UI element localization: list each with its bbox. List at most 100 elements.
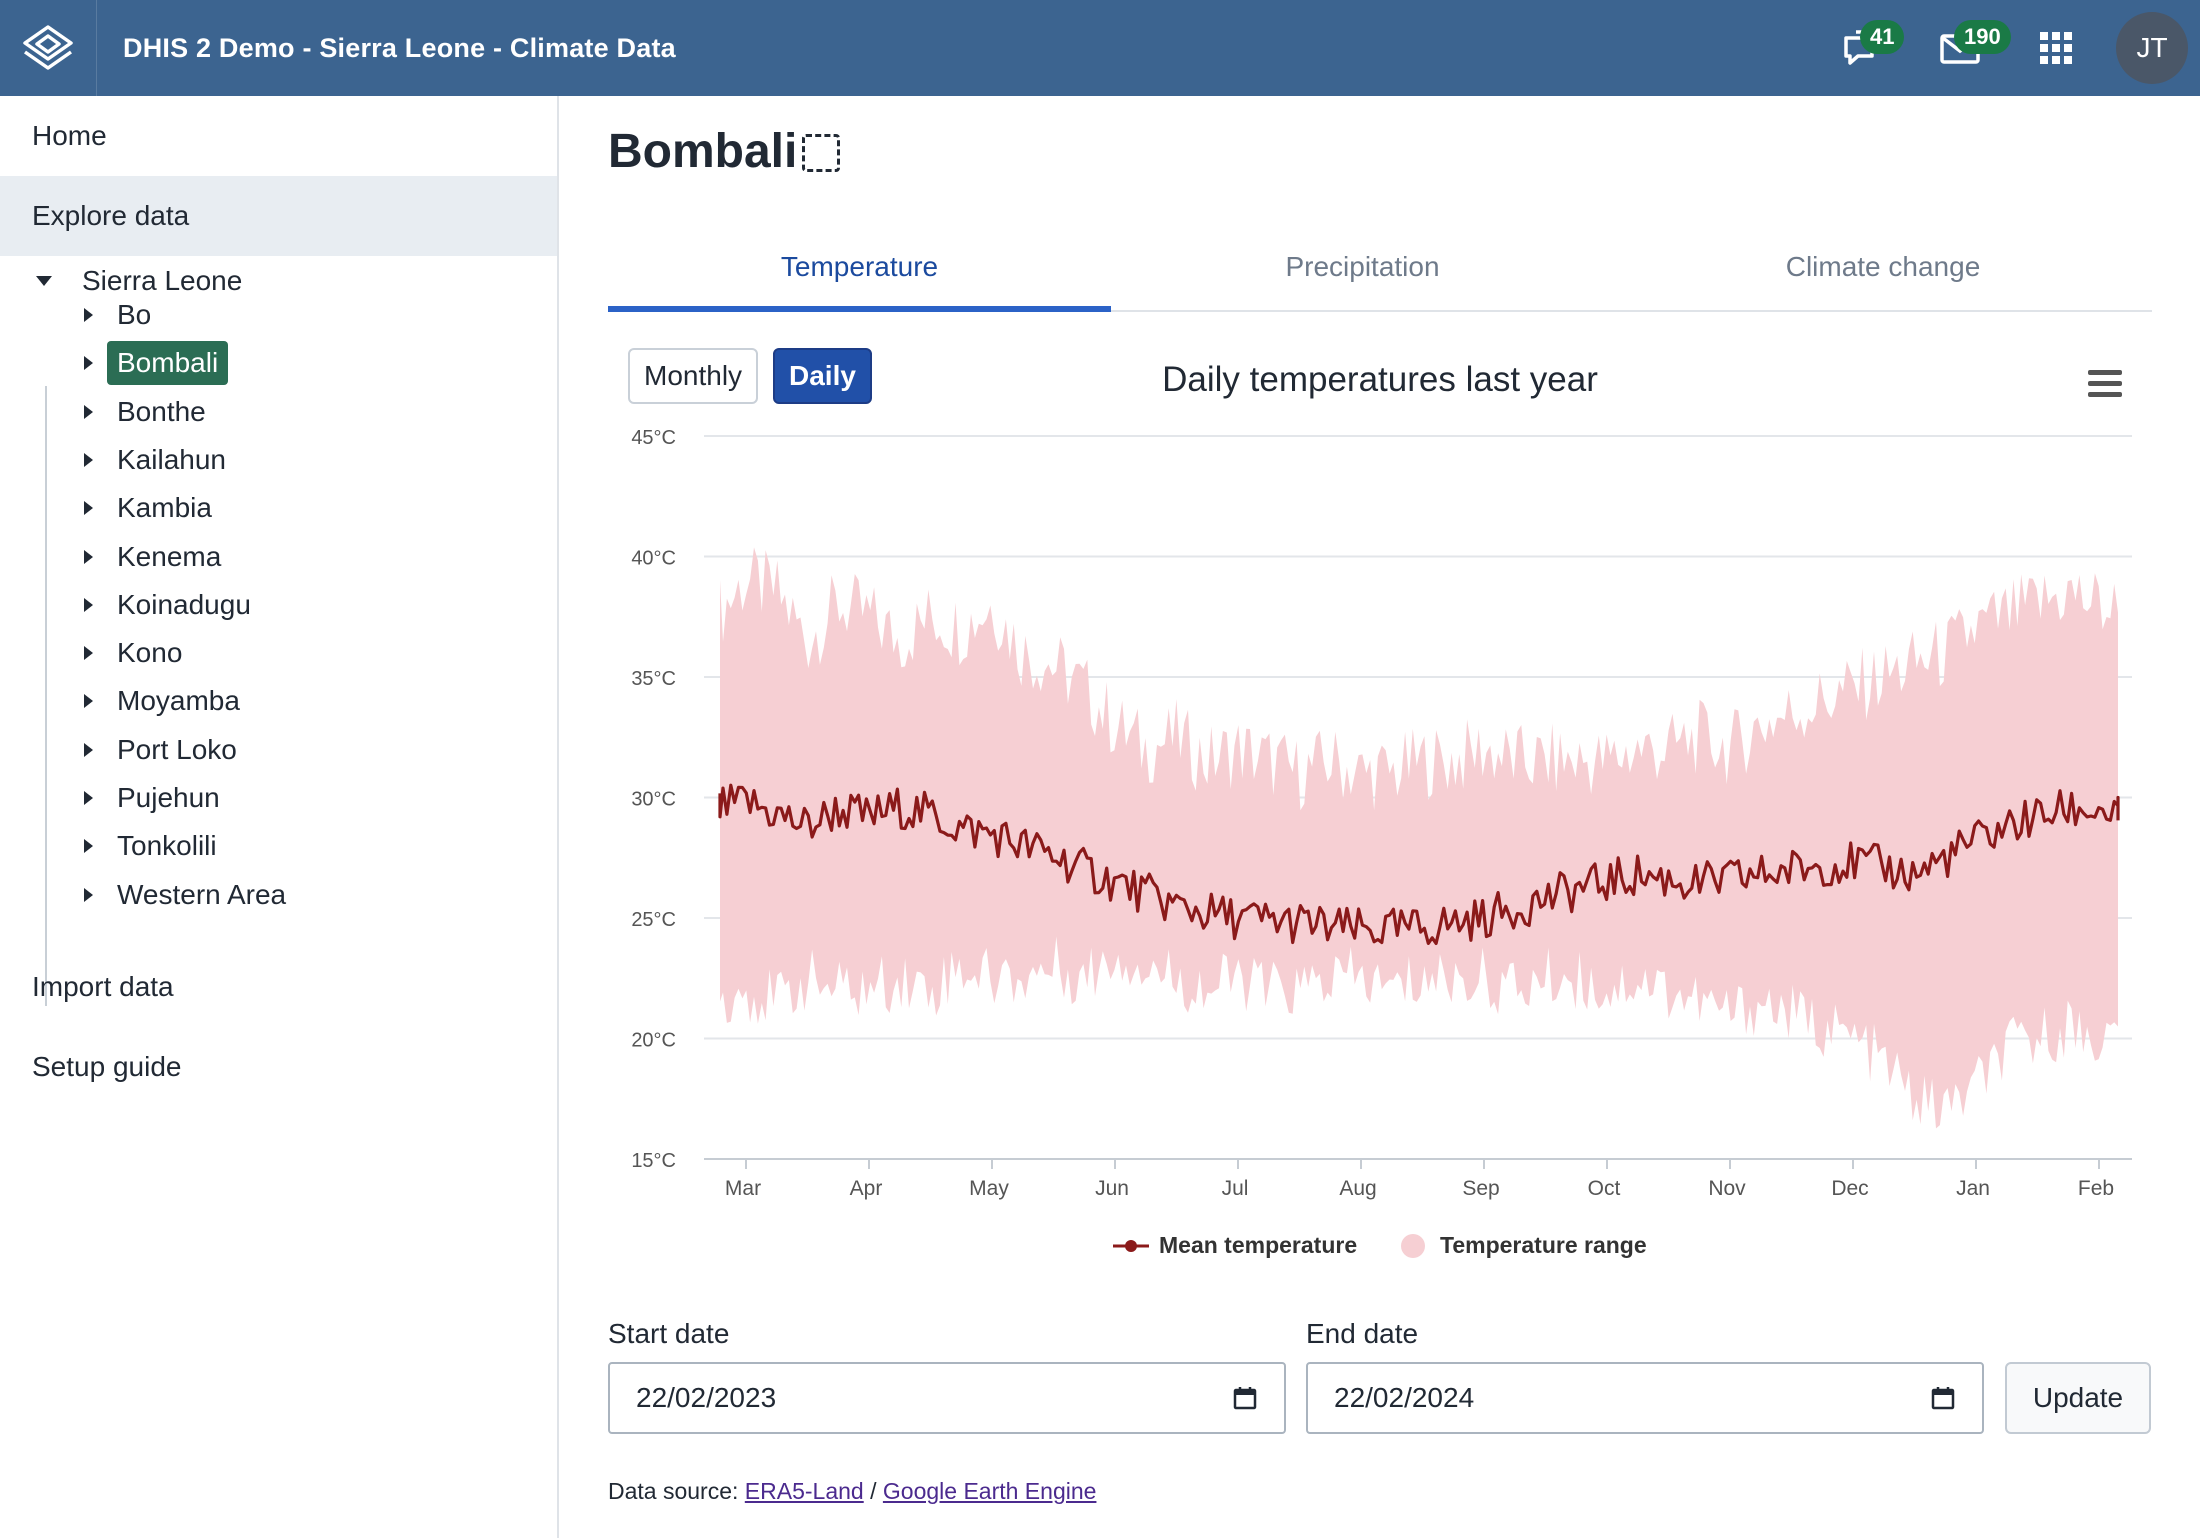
start-date-value: 22/02/2023 — [636, 1382, 777, 1413]
end-date-value: 22/02/2024 — [1334, 1382, 1475, 1413]
tree-node-label: Bonthe — [117, 395, 206, 427]
caret-right-icon[interactable] — [84, 308, 93, 322]
tree-node-label: Sierra Leone — [82, 265, 243, 296]
update-button[interactable]: Update — [2005, 1362, 2151, 1434]
tab-bar: Temperature Precipitation Climate change — [608, 232, 2152, 312]
x-tick-label: Jul — [1222, 1177, 1249, 1200]
y-tick-label: 45°C — [631, 427, 676, 449]
apps-menu-button[interactable] — [2032, 24, 2080, 72]
mean-temperature-line — [718, 783, 2120, 945]
tree-node-kambia[interactable]: Kambia — [84, 486, 222, 530]
calendar-icon[interactable] — [1930, 1385, 1956, 1411]
caret-right-icon[interactable] — [84, 356, 93, 371]
tree-node-kenema[interactable]: Kenema — [84, 535, 231, 579]
messages-count-badge: 190 — [1954, 20, 2011, 54]
caret-right-icon[interactable] — [84, 646, 93, 661]
nav-setup-guide[interactable]: Setup guide — [32, 1051, 182, 1082]
legend-temperature-range[interactable]: Temperature range — [1400, 1232, 1647, 1259]
tree-node-label: Kambia — [117, 492, 212, 524]
caret-right-icon[interactable] — [84, 791, 93, 805]
tree-node-label: Pujehun — [117, 782, 220, 813]
tree-node-bombali[interactable]: Bombali — [84, 341, 229, 386]
caret-right-icon[interactable] — [84, 501, 93, 516]
messages-button[interactable]: 190 — [1936, 20, 2011, 72]
tab-temperature[interactable]: Temperature — [608, 232, 1111, 312]
end-date-label: End date — [1306, 1318, 1419, 1349]
caret-right-icon[interactable] — [84, 742, 93, 757]
caret-right-icon[interactable] — [84, 404, 93, 419]
x-tick-label: Jan — [1956, 1177, 1990, 1200]
caret-right-icon[interactable] — [84, 839, 93, 854]
tree-node-label: Bo — [117, 299, 152, 330]
y-tick-label: 35°C — [631, 668, 676, 690]
caret-right-icon[interactable] — [84, 549, 93, 564]
tree-node-kailahun[interactable]: Kailahun — [84, 438, 236, 482]
tree-node-label: Bombali — [107, 341, 229, 386]
x-tick-label: Nov — [1708, 1177, 1746, 1200]
data-source-prefix: Data source: — [608, 1478, 739, 1504]
caret-right-icon[interactable] — [84, 887, 93, 902]
sidebar: Home Explore data Sierra Leone Import da… — [0, 96, 559, 1538]
end-date-input[interactable]: 22/02/2024 — [1306, 1362, 1984, 1434]
y-tick-label: 30°C — [631, 789, 676, 811]
caret-right-icon[interactable] — [84, 452, 93, 467]
calendar-icon[interactable] — [1232, 1385, 1258, 1411]
legend-label: Mean temperature — [1159, 1232, 1358, 1258]
start-date-label: Start date — [608, 1318, 730, 1349]
tree-node-label: Tonkolili — [117, 830, 217, 862]
tree-node-moyamba[interactable]: Moyamba — [84, 679, 250, 723]
tree-node-bo[interactable]: Bo — [84, 293, 161, 337]
temperature-range-area — [720, 547, 2118, 1129]
tree-node-label: Koinadugu — [117, 588, 251, 620]
nav-import-data[interactable]: Import data — [32, 971, 174, 1002]
daily-toggle-button[interactable]: Daily — [773, 348, 872, 404]
chart-menu-icon[interactable] — [2088, 370, 2122, 400]
era5-land-link[interactable]: ERA5-Land — [744, 1478, 864, 1504]
legend-line-marker-icon — [1113, 1239, 1149, 1252]
temperature-chart: 15°C 20°C 25°C 30°C 35°C 40°C 45°C Mar Apr May Jun… — [608, 330, 2152, 1280]
interpretations-count-badge: 41 — [1860, 20, 1905, 54]
tree-node-sierra-leone[interactable]: Sierra Leone — [36, 259, 252, 303]
chart-svg: 15°C 20°C 25°C 30°C 35°C 40°C 45°C Mar Apr May Jun… — [631, 427, 2132, 1200]
tree-node-koinadugu[interactable]: Koinadugu — [84, 583, 261, 627]
y-tick-label: 40°C — [631, 548, 676, 570]
y-tick-label: 25°C — [631, 909, 676, 931]
caret-right-icon[interactable] — [84, 597, 93, 612]
tree-node-label: Moyamba — [117, 685, 240, 717]
interpretations-button[interactable]: 41 — [1840, 20, 1905, 72]
nav-explore-data[interactable]: Explore data — [0, 176, 557, 256]
tree-node-label: Kenema — [117, 540, 222, 572]
tree-node-pujehun[interactable]: Pujehun — [84, 776, 230, 820]
tree-node-label: Kono — [117, 637, 183, 669]
x-tick-label: Aug — [1339, 1177, 1376, 1200]
monthly-toggle-button[interactable]: Monthly — [628, 348, 759, 404]
tree-node-western-area[interactable]: Western Area — [84, 873, 296, 917]
start-date-input[interactable]: 22/02/2023 — [608, 1362, 1286, 1434]
google-earth-engine-link[interactable]: Google Earth Engine — [882, 1478, 1097, 1504]
x-tick-label: Mar — [725, 1177, 761, 1200]
tree-node-label: Western Area — [117, 878, 287, 910]
app-title: DHIS 2 Demo - Sierra Leone - Climate Dat… — [123, 32, 676, 63]
caret-down-icon[interactable] — [36, 276, 52, 286]
tab-precipitation[interactable]: Precipitation — [1285, 251, 1440, 282]
tree-node-label: Kailahun — [117, 443, 226, 475]
dhis2-logo[interactable] — [0, 0, 97, 96]
user-avatar[interactable]: JT — [2116, 12, 2188, 84]
x-tick-label: Oct — [1588, 1177, 1621, 1200]
nav-home[interactable]: Home — [32, 120, 107, 151]
tree-node-bonthe[interactable]: Bonthe — [84, 390, 216, 434]
map-view-icon[interactable] — [802, 134, 840, 172]
tree-node-tonkolili[interactable]: Tonkolili — [84, 824, 227, 868]
tree-connector-line — [45, 386, 47, 1006]
data-source-separator: / — [870, 1478, 877, 1504]
tab-climate-change[interactable]: Climate change — [1785, 251, 1981, 282]
x-tick-label: May — [969, 1177, 1009, 1200]
tree-node-kono[interactable]: Kono — [84, 631, 192, 675]
page-title: Bombali — [608, 125, 798, 178]
y-tick-label: 15°C — [631, 1150, 676, 1172]
tree-node-port-loko[interactable]: Port Loko — [84, 728, 247, 772]
legend-mean-temperature[interactable]: Mean temperature — [1113, 1232, 1357, 1259]
caret-right-icon[interactable] — [84, 694, 93, 709]
x-tick-label: Jun — [1095, 1177, 1129, 1200]
dhis2-logo-icon — [23, 25, 73, 70]
